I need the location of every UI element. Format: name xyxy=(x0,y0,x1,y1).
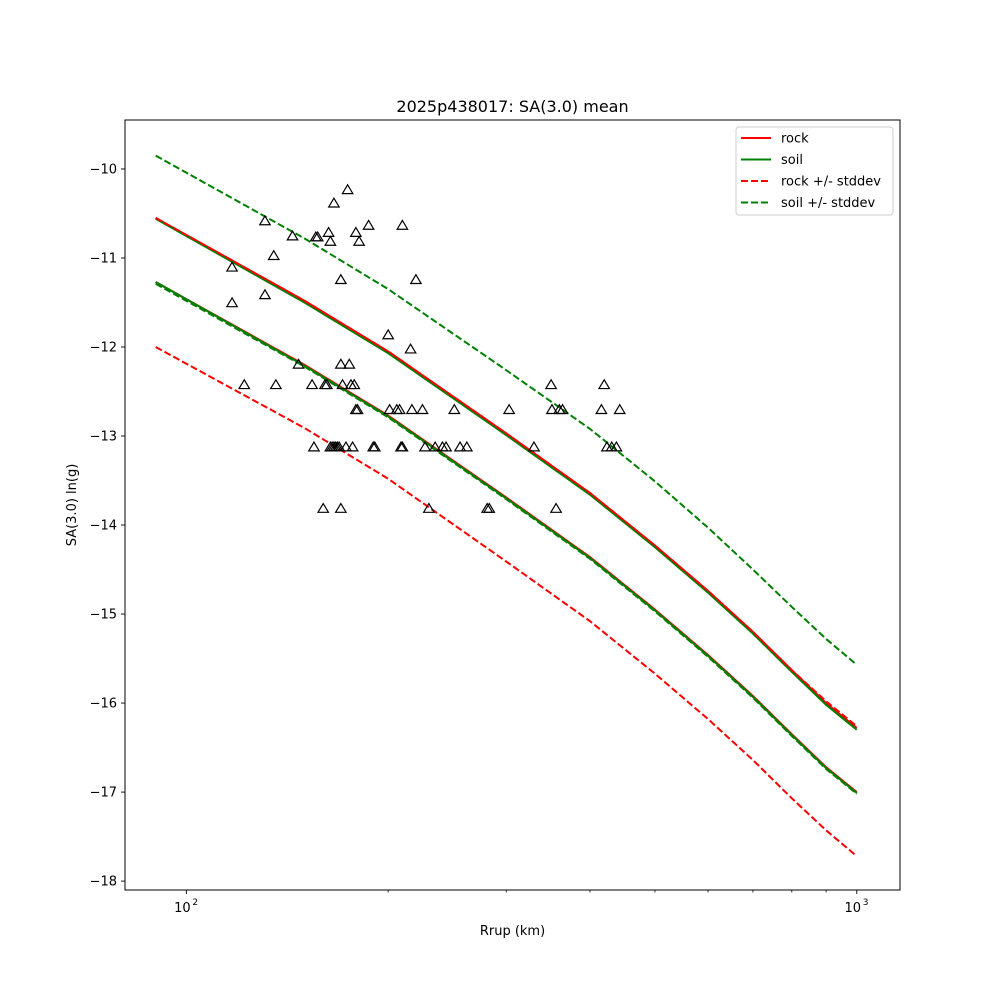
data-point-64 xyxy=(527,440,541,452)
data-point-30 xyxy=(341,183,354,195)
data-point-67 xyxy=(549,502,563,513)
soil-line-2 xyxy=(155,217,858,731)
y-tick-label-5: −13 xyxy=(90,430,117,445)
y-tick-label-0: −18 xyxy=(90,875,117,890)
data-point-10 xyxy=(307,440,321,452)
y-tick-label-8: −10 xyxy=(90,162,117,177)
x-tick-exponent-0: 2 xyxy=(192,898,198,908)
x-axis: 10 2 10 3 xyxy=(174,890,869,916)
data-point-65 xyxy=(544,378,558,390)
data-point-17 xyxy=(324,235,337,246)
data-point-5 xyxy=(267,249,281,261)
data-point-70 xyxy=(595,403,608,415)
data-point-59 xyxy=(453,440,467,452)
soil-stddev-line-6 xyxy=(155,154,858,666)
data-point-28 xyxy=(336,378,349,390)
legend-label-3: soil +/- stddev xyxy=(781,196,876,211)
plot-area xyxy=(124,119,901,891)
data-point-75 xyxy=(613,403,627,415)
data-point-15 xyxy=(320,378,334,390)
data-point-66 xyxy=(545,403,559,415)
data-point-39 xyxy=(362,219,375,230)
y-tick-label-7: −11 xyxy=(90,251,117,266)
x-tick-label-1: 10 xyxy=(845,901,862,916)
x-axis-label: Rrup (km) xyxy=(480,924,545,939)
y-tick-label-2: −16 xyxy=(90,697,117,712)
data-point-1 xyxy=(225,296,239,308)
data-point-57 xyxy=(439,440,453,452)
legend-label-2: rock +/- stddev xyxy=(781,175,881,190)
data-point-37 xyxy=(351,403,364,415)
data-point-8 xyxy=(292,358,305,369)
data-point-45 xyxy=(393,403,406,415)
y-axis: −18 −17 −16 −15 −14 −13 −12 −11 −10 xyxy=(90,162,125,890)
data-point-52 xyxy=(416,403,429,415)
data-point-3 xyxy=(258,214,272,226)
data-point-55 xyxy=(428,440,442,452)
data-point-62 xyxy=(482,502,496,513)
lines-layer xyxy=(155,154,858,857)
data-point-24 xyxy=(332,440,346,452)
rock-stddev-line-5 xyxy=(155,346,858,857)
data-point-48 xyxy=(396,219,409,230)
data-point-51 xyxy=(409,273,423,285)
legend-frame xyxy=(735,126,894,216)
data-point-74 xyxy=(610,440,623,452)
data-point-50 xyxy=(405,403,419,415)
data-point-41 xyxy=(368,440,382,452)
data-point-29 xyxy=(339,440,353,452)
x-tick-label-0: 10 xyxy=(174,901,191,916)
data-point-42 xyxy=(381,328,395,340)
data-point-54 xyxy=(422,502,436,513)
data-point-16 xyxy=(322,226,335,237)
y-axis-label: SA(3.0) ln(g) xyxy=(65,464,80,547)
data-point-71 xyxy=(597,378,611,390)
chart-title: 2025p438017: SA(3.0) mean xyxy=(396,97,628,116)
data-point-43 xyxy=(383,403,396,415)
y-tick-label-1: −17 xyxy=(90,786,117,801)
data-point-53 xyxy=(418,440,432,452)
data-point-63 xyxy=(502,403,516,415)
y-tick-label-4: −14 xyxy=(90,519,117,534)
data-point-33 xyxy=(346,440,359,452)
data-point-0 xyxy=(225,261,239,272)
data-point-20 xyxy=(327,197,341,208)
data-point-9 xyxy=(305,378,319,390)
data-point-35 xyxy=(349,226,363,237)
legend: rock soil rock +/- stddev soil +/- stddev xyxy=(735,126,894,216)
data-point-2 xyxy=(237,378,251,390)
data-point-58 xyxy=(448,403,461,415)
data-point-69 xyxy=(556,403,569,415)
data-point-12 xyxy=(311,230,324,242)
points-layer xyxy=(225,183,627,513)
data-point-25 xyxy=(334,502,348,513)
x-tick-exponent-1: 3 xyxy=(863,898,869,908)
soil-stddev-line-7 xyxy=(155,282,858,795)
data-point-6 xyxy=(269,378,283,390)
data-point-27 xyxy=(334,273,348,285)
data-point-4 xyxy=(258,288,272,300)
data-point-13 xyxy=(316,502,330,513)
data-point-38 xyxy=(352,235,366,246)
data-point-31 xyxy=(343,358,356,369)
y-tick-label-3: −15 xyxy=(90,608,117,623)
plot-frame xyxy=(124,119,901,891)
legend-label-0: rock xyxy=(781,132,809,147)
y-tick-label-6: −12 xyxy=(90,340,117,355)
data-point-49 xyxy=(404,342,417,354)
data-point-34 xyxy=(347,378,361,390)
data-point-7 xyxy=(286,229,299,241)
data-point-47 xyxy=(396,440,409,452)
data-point-60 xyxy=(460,440,474,452)
plot-background xyxy=(125,120,900,890)
data-point-26 xyxy=(334,358,348,369)
rock-stddev-line-4 xyxy=(155,217,858,727)
legend-label-1: soil xyxy=(781,153,803,168)
